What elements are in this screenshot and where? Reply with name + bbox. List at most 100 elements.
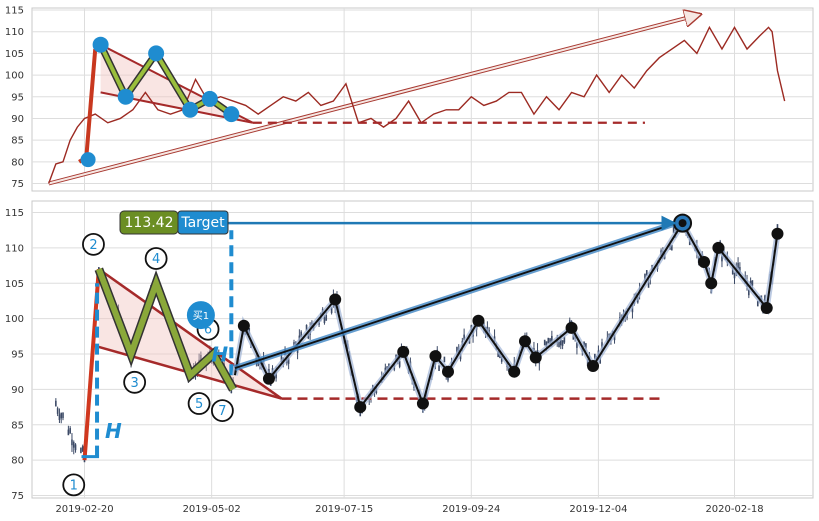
candle-body bbox=[58, 414, 61, 420]
swing-dot bbox=[771, 227, 784, 240]
wave-label-6: 6 bbox=[204, 323, 212, 338]
bottom-panel: 75 80 85 90 95 100 105 110 115 2019-02-20 2019-05… bbox=[5, 200, 814, 515]
bottom-y-axis: 75 80 85 90 95 100 105 110 115 bbox=[5, 208, 24, 502]
candle-body bbox=[563, 336, 566, 343]
candle-body bbox=[558, 341, 560, 348]
bottom-x-axis: 2019-02-20 2019-05-02 2019-07-15 2019-09-24… bbox=[55, 504, 763, 515]
pivot-dot bbox=[223, 106, 240, 123]
candle-body bbox=[599, 358, 602, 364]
top-y-axis: 75 80 85 90 95 100 105 110 115 bbox=[5, 6, 24, 191]
candle-body bbox=[721, 255, 723, 262]
y-tick-label: 110 bbox=[5, 243, 24, 254]
candle-body bbox=[776, 224, 779, 230]
y-tick-label: 105 bbox=[5, 49, 24, 60]
y-tick-label: 115 bbox=[5, 6, 24, 17]
target-badge-label-box bbox=[177, 210, 229, 235]
y-tick-label: 85 bbox=[11, 136, 24, 147]
x-tick-label: 2019-07-15 bbox=[315, 504, 373, 515]
swing-dot bbox=[429, 350, 442, 363]
wave-label-circle bbox=[187, 392, 211, 415]
x-tick-label: 2019-02-20 bbox=[55, 504, 113, 515]
candle-body bbox=[645, 270, 648, 276]
target-badge: 113.42 Target bbox=[119, 210, 229, 235]
candle-body bbox=[69, 428, 71, 434]
y-tick-label: 105 bbox=[5, 279, 24, 290]
pivot-dot bbox=[117, 88, 134, 105]
candle-body bbox=[576, 342, 578, 348]
candle-body bbox=[359, 410, 362, 417]
candle-body bbox=[647, 282, 650, 288]
candle-body bbox=[55, 400, 57, 407]
candle-body bbox=[74, 444, 77, 451]
top-marks bbox=[48, 14, 786, 186]
y-tick-label: 95 bbox=[11, 92, 24, 103]
h-label: H bbox=[211, 342, 228, 366]
swing-dot bbox=[518, 335, 531, 348]
trend-arrow bbox=[48, 14, 701, 185]
candle-body bbox=[398, 361, 401, 367]
candle-body bbox=[325, 315, 328, 321]
y-tick-label: 115 bbox=[5, 208, 24, 219]
top-panel: 75 80 85 90 95 100 105 110 115 bbox=[5, 6, 814, 192]
swing-dot bbox=[565, 321, 578, 334]
swing-dot bbox=[508, 365, 521, 378]
target-badge-label: Target bbox=[180, 215, 225, 231]
y-tick-label: 80 bbox=[11, 456, 24, 467]
candle-body bbox=[463, 334, 465, 341]
candle-body bbox=[688, 239, 691, 246]
y-tick-label: 100 bbox=[5, 71, 24, 82]
candle-body bbox=[748, 289, 750, 296]
swing-dot bbox=[472, 314, 485, 327]
candle-body bbox=[497, 351, 499, 358]
candle-body bbox=[631, 306, 634, 313]
candle-body bbox=[71, 439, 73, 446]
candle-body bbox=[543, 339, 546, 346]
swing-dot bbox=[441, 365, 454, 378]
candle-body bbox=[275, 372, 277, 379]
y-tick-label: 75 bbox=[11, 179, 24, 190]
buy-marker-label: 买1 bbox=[193, 310, 209, 322]
y-tick-label: 100 bbox=[5, 314, 24, 325]
candle-body bbox=[586, 360, 589, 367]
candle-body bbox=[644, 273, 646, 280]
candle-body bbox=[72, 441, 75, 448]
candle-body bbox=[62, 412, 64, 419]
projection-line bbox=[234, 220, 683, 370]
swing-dot bbox=[329, 293, 342, 306]
top-grid bbox=[32, 8, 813, 191]
candle-body bbox=[305, 324, 308, 331]
wave-label-circle bbox=[82, 232, 105, 256]
candle-body bbox=[751, 280, 754, 286]
wave-label-1: 1 bbox=[70, 478, 78, 493]
swing-dot bbox=[698, 256, 711, 269]
bottom-grid bbox=[32, 201, 813, 498]
candle-body bbox=[438, 365, 440, 371]
price-line bbox=[48, 25, 786, 184]
pivot-dot bbox=[201, 90, 218, 107]
swing-dot bbox=[397, 345, 410, 358]
wave-label-circle bbox=[144, 247, 168, 270]
candle-body bbox=[594, 353, 596, 360]
wave-label-7: 7 bbox=[218, 404, 226, 419]
swing-dot bbox=[529, 351, 542, 364]
x-tick-label: 2019-05-02 bbox=[183, 504, 241, 515]
candle-body bbox=[456, 346, 458, 353]
target-center bbox=[678, 219, 687, 228]
candle-body bbox=[551, 335, 553, 342]
swing-dot bbox=[262, 372, 275, 385]
swing-dot bbox=[354, 401, 367, 414]
swing-dot bbox=[587, 360, 600, 373]
candle-body bbox=[330, 307, 333, 314]
candle-body bbox=[731, 268, 734, 275]
candle-body bbox=[56, 408, 59, 414]
candle-body bbox=[80, 447, 82, 454]
h-label: H bbox=[105, 419, 122, 443]
candle-body bbox=[323, 317, 326, 323]
target-badge-value: 113.42 bbox=[125, 215, 174, 231]
wave-label-2: 2 bbox=[89, 238, 97, 253]
swing-dot bbox=[705, 277, 718, 290]
candle-body bbox=[585, 343, 587, 349]
y-tick-label: 75 bbox=[11, 491, 24, 502]
candle-body bbox=[756, 300, 759, 307]
